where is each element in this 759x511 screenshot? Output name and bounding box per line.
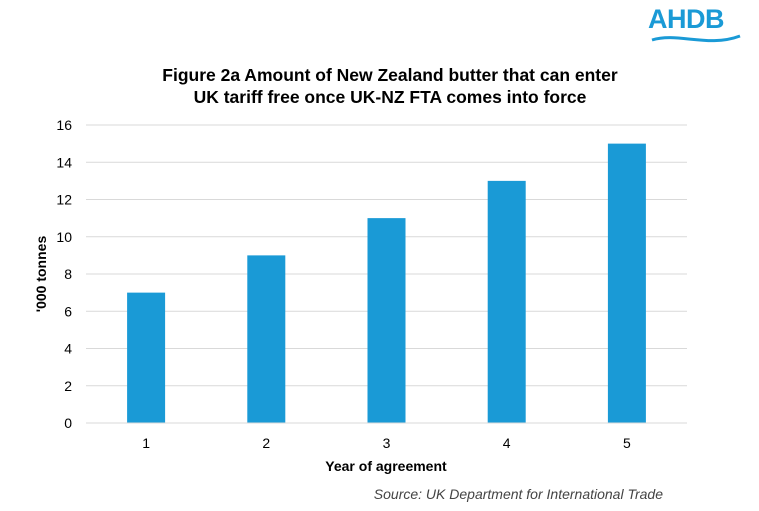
x-axis-ticks: 1 2 3 4 5 bbox=[142, 435, 631, 451]
y-tick-label: 10 bbox=[56, 229, 72, 245]
x-tick-label: 1 bbox=[142, 435, 150, 451]
chart-title-line-1: Figure 2a Amount of New Zealand butter t… bbox=[162, 65, 618, 85]
bar-year-3 bbox=[367, 218, 406, 423]
bar-year-2 bbox=[247, 255, 286, 423]
bar-year-1 bbox=[127, 292, 166, 423]
y-tick-label: 12 bbox=[56, 192, 72, 208]
bar-year-5 bbox=[607, 143, 646, 423]
logo-text: AHDB bbox=[648, 4, 725, 34]
y-axis-ticks: 0 2 4 6 8 10 12 14 16 bbox=[56, 117, 72, 431]
bar-year-4 bbox=[487, 180, 526, 423]
y-tick-label: 4 bbox=[64, 341, 72, 357]
logo-wave-icon bbox=[651, 34, 741, 43]
y-tick-label: 8 bbox=[64, 266, 72, 282]
x-tick-label: 3 bbox=[383, 435, 391, 451]
y-tick-label: 2 bbox=[64, 378, 72, 394]
x-tick-label: 4 bbox=[503, 435, 511, 451]
y-axis-label: '000 tonnes bbox=[33, 236, 49, 313]
source-note: Source: UK Department for International … bbox=[373, 486, 663, 502]
chart-title-line-2: UK tariff free once UK-NZ FTA comes into… bbox=[193, 87, 587, 107]
bars bbox=[127, 143, 646, 423]
ahdb-logo: AHDB bbox=[648, 4, 748, 48]
chart-title: Figure 2a Amount of New Zealand butter t… bbox=[40, 64, 740, 108]
y-tick-label: 14 bbox=[56, 154, 72, 170]
y-tick-label: 6 bbox=[64, 303, 72, 319]
x-tick-label: 5 bbox=[623, 435, 631, 451]
x-tick-label: 2 bbox=[262, 435, 270, 451]
x-axis-label: Year of agreement bbox=[325, 458, 447, 474]
y-tick-label: 16 bbox=[56, 117, 72, 133]
y-tick-label: 0 bbox=[64, 415, 72, 431]
